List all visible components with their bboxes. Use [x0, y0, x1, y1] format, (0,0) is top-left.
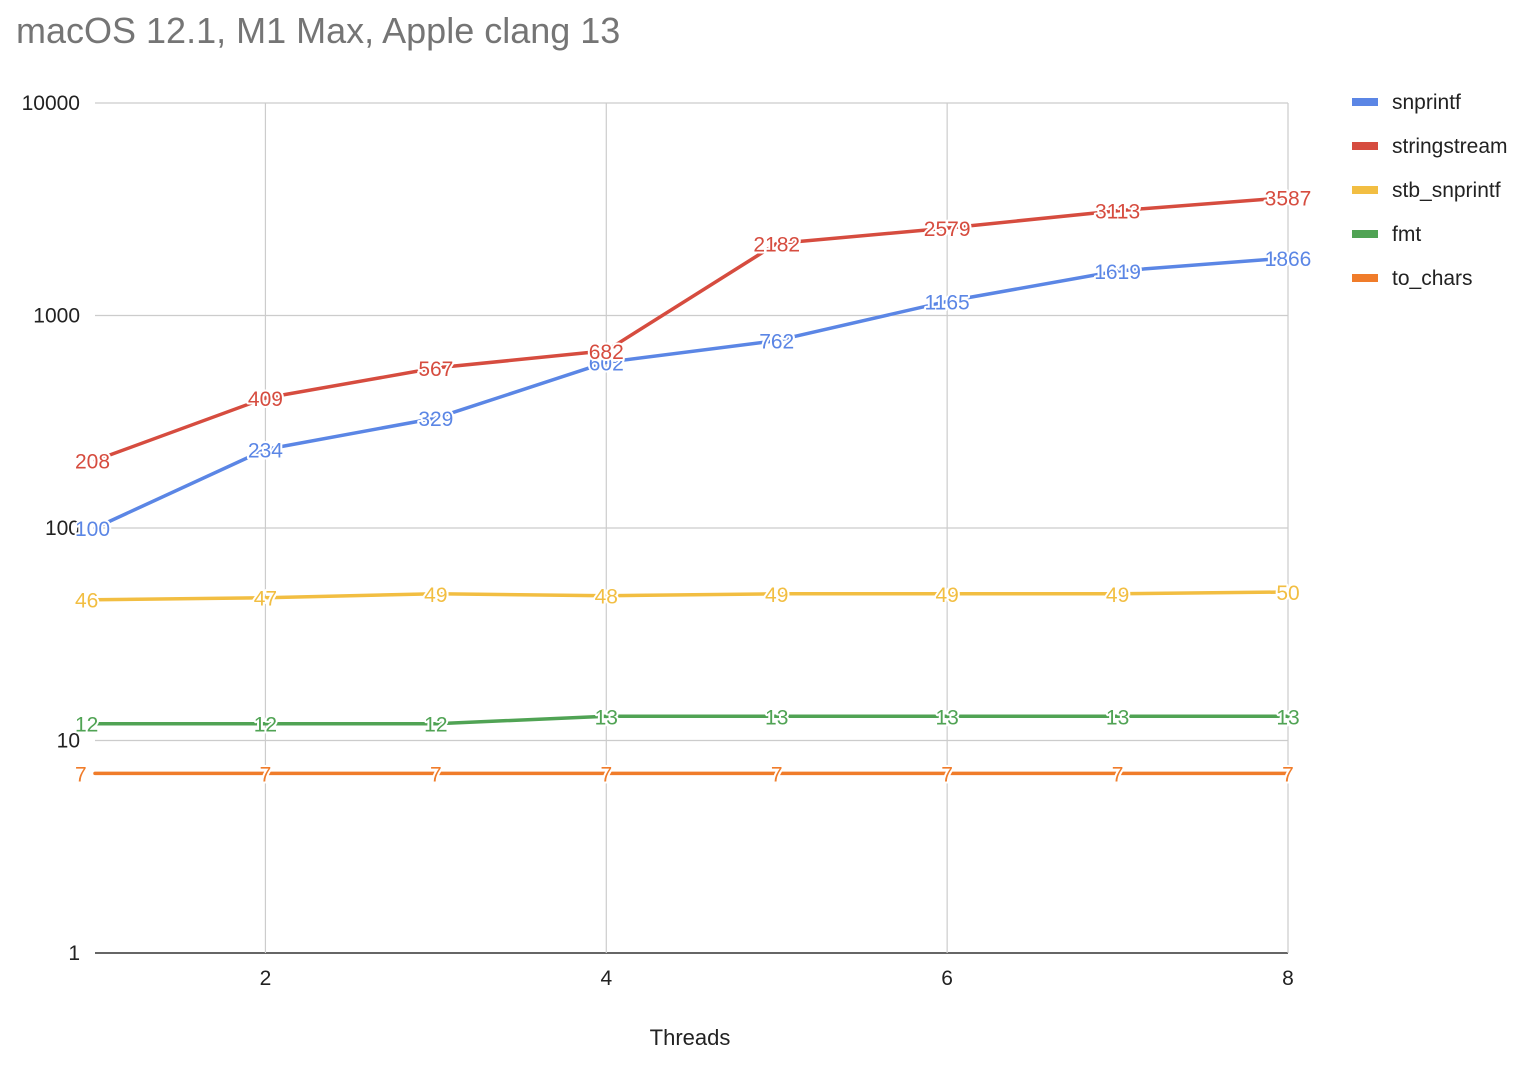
x-tick-label: 6	[941, 967, 953, 990]
series-line-snprintf	[93, 256, 1290, 530]
data-label: 50	[1276, 582, 1299, 605]
data-label: 7	[600, 763, 612, 786]
chart-title: macOS 12.1, M1 Max, Apple clang 13	[16, 10, 621, 51]
y-tick-label: 10	[57, 730, 80, 753]
data-label: 49	[765, 584, 788, 607]
legend-swatch	[1352, 274, 1378, 282]
series-line-fmt	[93, 714, 1290, 726]
data-label: 49	[935, 584, 958, 607]
x-tick-label: 8	[1282, 967, 1294, 990]
x-tick-label: 4	[600, 967, 612, 990]
series-line-stb-snprintf	[93, 590, 1290, 602]
data-label: 7	[1282, 763, 1294, 786]
y-tick-label: 1	[68, 942, 80, 965]
legend-swatch	[1352, 230, 1378, 238]
data-label: 48	[595, 586, 618, 609]
data-label: 329	[418, 408, 453, 431]
data-label: 13	[935, 706, 958, 729]
data-labels: 100 234 329 602 762 1165 1619 1866 208 409 567 682 2…	[73, 186, 1313, 789]
data-label: 46	[75, 590, 98, 613]
data-label: 12	[424, 714, 447, 737]
y-tick-label: 1000	[33, 305, 80, 328]
data-label: 409	[248, 388, 283, 411]
grid-lines	[95, 102, 1289, 954]
legend-label-stb-snprintf[interactable]: stb_snprintf	[1392, 179, 1501, 202]
data-label: 47	[254, 588, 277, 611]
data-label: 13	[765, 706, 788, 729]
legend-label-stringstream[interactable]: stringstream	[1392, 135, 1508, 158]
data-label: 13	[1276, 706, 1299, 729]
y-tick-label: 10000	[22, 92, 80, 115]
data-label: 762	[759, 331, 794, 354]
data-label: 7	[771, 763, 783, 786]
y-tick-label: 100	[45, 517, 80, 540]
data-label: 100	[75, 518, 110, 541]
legend-label-to-chars[interactable]: to_chars	[1392, 267, 1473, 290]
data-label: 1165	[925, 291, 970, 314]
data-label: 3587	[1265, 188, 1312, 211]
data-label: 12	[75, 714, 98, 737]
legend-swatch	[1352, 142, 1378, 150]
data-label: 7	[430, 763, 442, 786]
data-label: 13	[595, 706, 618, 729]
legend-label-fmt[interactable]: fmt	[1392, 223, 1421, 246]
data-label: 2182	[753, 233, 800, 256]
data-label: 49	[424, 584, 447, 607]
data-label: 7	[941, 763, 953, 786]
data-label: 1619	[1094, 261, 1141, 284]
data-label: 12	[254, 714, 277, 737]
data-label: 13	[1106, 706, 1129, 729]
legend-swatch	[1352, 98, 1378, 106]
data-label: 3113	[1095, 201, 1140, 224]
x-axis-title: Threads	[650, 1025, 731, 1050]
series-lines	[93, 195, 1290, 776]
legend-label-snprintf[interactable]: snprintf	[1392, 91, 1461, 114]
data-label: 7	[1112, 763, 1124, 786]
data-label: 2579	[924, 218, 971, 241]
data-label: 567	[418, 358, 453, 381]
data-label: 49	[1106, 584, 1129, 607]
data-label: 682	[589, 341, 624, 364]
data-label: 7	[260, 763, 272, 786]
x-tick-label: 2	[260, 967, 272, 990]
data-label: 602	[589, 352, 624, 375]
series-line-stringstream	[93, 195, 1290, 463]
data-label: 1866	[1265, 248, 1312, 271]
data-label: 208	[75, 450, 110, 473]
legend-swatch	[1352, 186, 1378, 194]
data-label: 234	[248, 440, 283, 463]
data-label: 7	[75, 763, 87, 786]
